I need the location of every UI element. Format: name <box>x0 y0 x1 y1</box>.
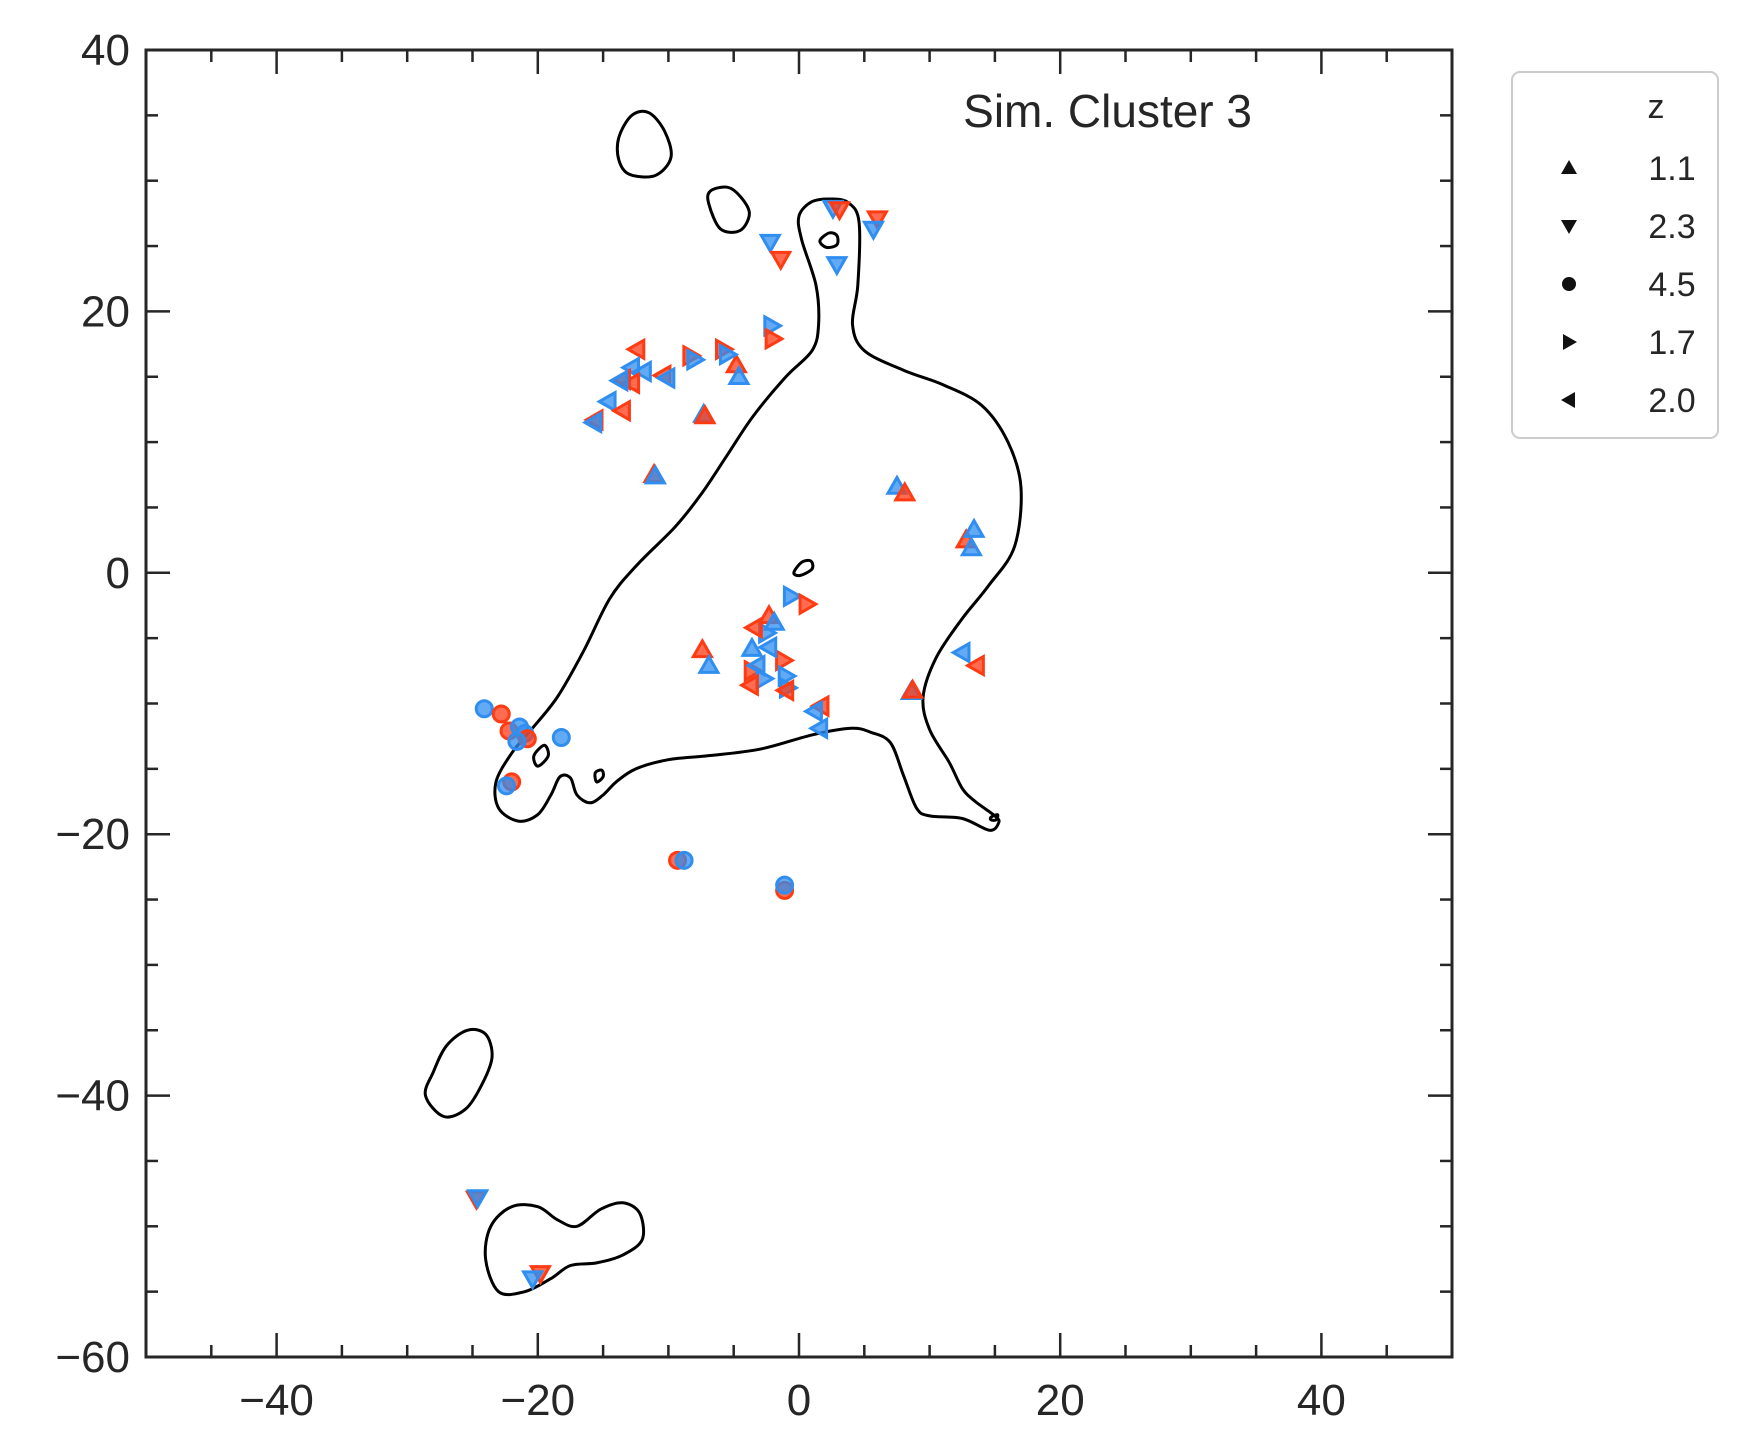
data-point-right <box>764 327 785 351</box>
data-point-left <box>610 399 631 423</box>
data-point-circle <box>491 704 511 724</box>
y-tick-label: −40 <box>55 1072 130 1121</box>
legend-marker-left <box>1561 392 1575 408</box>
data-point-left <box>625 337 646 361</box>
legend-title: z <box>1648 88 1665 126</box>
legend-label: 1.1 <box>1648 150 1695 188</box>
data-point-down <box>466 1189 490 1210</box>
y-tick-label: 0 <box>106 549 130 598</box>
x-tick-label: 0 <box>787 1376 811 1425</box>
x-tick-label: −20 <box>500 1376 575 1425</box>
contour-line-8 <box>423 1027 494 1119</box>
contour-line-0 <box>493 197 1023 832</box>
x-tick-label: 40 <box>1297 1376 1346 1425</box>
legend-label: 2.0 <box>1648 382 1695 420</box>
contour-line-4 <box>792 558 815 578</box>
legend-marker-up <box>1561 160 1577 174</box>
data-point-up <box>893 481 917 502</box>
data-point-down <box>865 210 889 231</box>
data-point-down <box>758 233 782 255</box>
data-point-down <box>520 1270 545 1291</box>
y-tick-label: 40 <box>81 26 130 75</box>
contour-line-5 <box>532 743 550 768</box>
data-point-down <box>825 256 849 277</box>
data-point-circle <box>674 850 694 870</box>
data-point-left <box>742 616 763 640</box>
legend-marker-right <box>1563 334 1577 350</box>
contour-line-3 <box>818 231 840 250</box>
data-point-up <box>643 464 667 485</box>
data-point-circle <box>496 776 516 796</box>
data-point-up <box>962 517 986 538</box>
contour-line-1 <box>615 109 673 179</box>
data-point-circle <box>474 699 494 719</box>
data-point-left <box>773 678 795 703</box>
y-tick-label: −60 <box>55 1333 130 1382</box>
data-point-left <box>807 716 829 740</box>
contour-line-9 <box>483 1201 646 1297</box>
data-point-up <box>959 535 983 557</box>
data-point-left <box>950 640 971 665</box>
data-point-right <box>798 592 819 616</box>
data-point-left <box>581 410 603 435</box>
data-point-left <box>745 654 766 678</box>
data-point-left <box>655 366 676 390</box>
data-point-up <box>690 637 714 659</box>
data-point-right <box>718 342 740 367</box>
data-point-right <box>686 348 707 372</box>
data-point-down <box>827 201 852 222</box>
data-point-down <box>769 250 793 272</box>
data-point-left <box>964 654 985 678</box>
y-tick-label: −20 <box>55 810 130 859</box>
data-point-up <box>697 653 721 674</box>
legend-label: 1.7 <box>1648 324 1695 362</box>
data-point-up <box>727 364 751 385</box>
cluster-annotation: Sim. Cluster 3 <box>963 85 1252 137</box>
y-tick-label: 20 <box>81 287 130 336</box>
legend-marker-circle <box>1562 277 1576 291</box>
data-point-right <box>775 648 796 672</box>
x-tick-label: 20 <box>1036 1376 1085 1425</box>
data-point-up <box>901 678 925 699</box>
data-point-left <box>756 635 778 659</box>
legend-marker-down <box>1561 220 1577 234</box>
contour-line-2 <box>706 185 751 234</box>
data-point-right <box>782 584 804 608</box>
data-point-left <box>596 389 617 414</box>
legend: z 1.1 2.3 4.5 1.7 2.0 <box>1511 71 1719 439</box>
legend-label: 4.5 <box>1648 266 1695 304</box>
legend-label: 2.3 <box>1648 208 1695 246</box>
contour-line-7 <box>988 813 1000 822</box>
data-point-left <box>802 699 823 723</box>
data-point-circle <box>507 731 527 751</box>
data-point-up <box>762 610 786 631</box>
contour-line-6 <box>593 768 605 784</box>
data-point-left <box>738 673 759 697</box>
data-point-up <box>740 636 764 657</box>
axes-layer: −40 −20 0 20 40 40 20 0 −20 −40 −60 <box>55 26 1454 1425</box>
x-tick-label: −40 <box>239 1376 314 1425</box>
data-point-left <box>619 371 641 395</box>
data-point-circle <box>551 727 571 747</box>
data-point-left <box>608 369 629 393</box>
data-point-left <box>631 359 652 384</box>
points-layer <box>464 199 986 1291</box>
data-point-down <box>861 220 886 242</box>
data-point-up <box>693 403 717 425</box>
data-point-circle <box>775 875 795 895</box>
contour-layer <box>423 109 1023 1297</box>
